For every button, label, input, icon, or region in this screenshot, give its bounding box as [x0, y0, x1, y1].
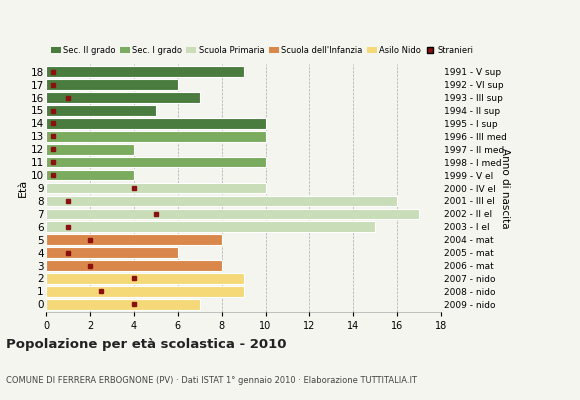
- Bar: [46, 247, 178, 258]
- Bar: [46, 66, 244, 77]
- Bar: [46, 92, 200, 103]
- Legend: Sec. II grado, Sec. I grado, Scuola Primaria, Scuola dell'Infanzia, Asilo Nido, : Sec. II grado, Sec. I grado, Scuola Prim…: [50, 46, 474, 55]
- Bar: [46, 260, 222, 271]
- Y-axis label: Anno di nascita: Anno di nascita: [500, 148, 510, 228]
- Bar: [46, 286, 244, 297]
- Bar: [46, 131, 266, 142]
- Text: Popolazione per età scolastica - 2010: Popolazione per età scolastica - 2010: [6, 338, 287, 351]
- Bar: [46, 170, 134, 180]
- Bar: [46, 273, 244, 284]
- Text: COMUNE DI FERRERA ERBOGNONE (PV) · Dati ISTAT 1° gennaio 2010 · Elaborazione TUT: COMUNE DI FERRERA ERBOGNONE (PV) · Dati …: [6, 376, 417, 385]
- Y-axis label: Età: Età: [17, 179, 28, 197]
- Bar: [46, 196, 397, 206]
- Bar: [46, 222, 375, 232]
- Bar: [46, 105, 156, 116]
- Bar: [46, 118, 266, 129]
- Bar: [46, 144, 134, 154]
- Bar: [46, 79, 178, 90]
- Bar: [46, 208, 419, 219]
- Bar: [46, 183, 266, 193]
- Bar: [46, 299, 200, 310]
- Bar: [46, 234, 222, 245]
- Bar: [46, 157, 266, 168]
